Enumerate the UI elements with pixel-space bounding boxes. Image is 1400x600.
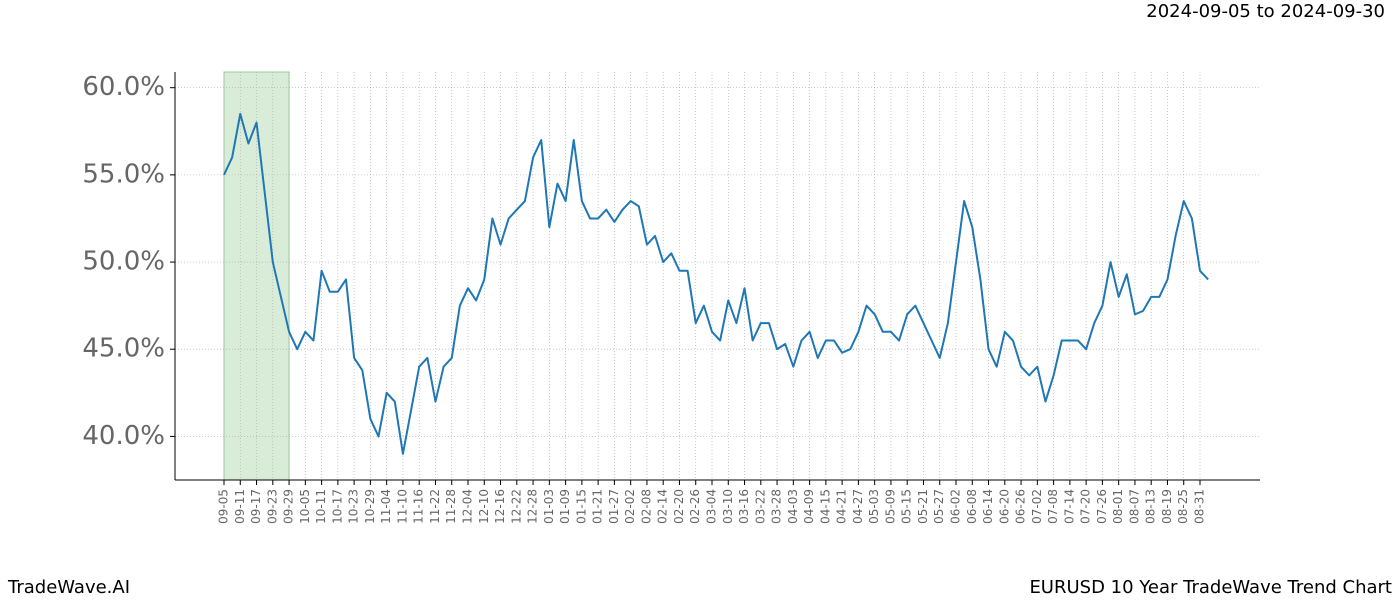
x-tick-label: 12-16 [493,489,507,524]
x-tick-label: 04-03 [786,489,800,524]
x-tick-label: 10-17 [330,489,344,524]
x-tick-label: 03-10 [721,489,735,524]
x-tick-label: 10-05 [298,489,312,524]
x-tick-label: 01-15 [574,489,588,524]
x-tick-label: 07-14 [1062,489,1076,524]
x-tick-label: 08-01 [1111,489,1125,524]
x-tick-label: 05-21 [916,489,930,524]
x-tick-label: 12-04 [461,489,475,524]
x-tick-label: 04-21 [835,489,849,524]
x-tick-label: 07-20 [1079,489,1093,524]
x-tick-label: 04-15 [818,489,832,524]
x-tick-label: 08-07 [1127,489,1141,524]
x-tick-label: 08-13 [1144,489,1158,524]
x-tick-label: 11-16 [412,489,426,524]
x-tick-label: 06-08 [965,489,979,524]
x-tick-label: 10-11 [314,489,328,524]
x-tick-label: 05-15 [900,489,914,524]
x-tick-label: 06-14 [981,489,995,524]
x-tick-label: 07-08 [1046,489,1060,524]
y-tick-label: 40.0% [82,421,165,451]
x-tick-label: 12-10 [477,489,491,524]
x-tick-label: 06-26 [1014,489,1028,524]
x-tick-label: 01-09 [558,489,572,524]
x-tick-label: 09-05 [217,489,231,524]
x-tick-label: 11-28 [444,489,458,524]
x-tick-label: 09-17 [249,489,263,524]
x-tick-label: 12-22 [509,489,523,524]
y-tick-label: 45.0% [82,334,165,364]
y-tick-label: 55.0% [82,159,165,189]
x-tick-label: 08-31 [1193,489,1207,524]
footer-left: TradeWave.AI [7,577,130,598]
x-tick-label: 09-11 [233,489,247,524]
x-tick-label: 03-04 [705,489,719,524]
x-tick-label: 10-29 [363,489,377,524]
x-tick-label: 01-03 [542,489,556,524]
x-tick-label: 01-27 [607,489,621,524]
x-tick-label: 04-09 [802,489,816,524]
x-tick-label: 05-03 [867,489,881,524]
chart-title: 2024-09-05 to 2024-09-30 [1146,1,1385,22]
x-tick-label: 03-16 [737,489,751,524]
series-line [223,112,1209,455]
y-tick-label: 60.0% [82,72,165,102]
x-tick-label: 07-26 [1095,489,1109,524]
x-tick-label: 09-29 [282,489,296,524]
x-tick-label: 05-27 [932,489,946,524]
x-tick-label: 03-22 [753,489,767,524]
x-tick-label: 06-20 [997,489,1011,524]
x-tick-label: 05-09 [883,489,897,524]
x-tick-label: 02-08 [639,489,653,524]
x-tick-label: 04-27 [851,489,865,524]
x-tick-label: 07-02 [1030,489,1044,524]
x-tick-label: 08-25 [1176,489,1190,524]
x-tick-label: 02-14 [656,489,670,524]
x-tick-label: 09-23 [265,489,279,524]
x-tick-label: 11-10 [395,489,409,524]
x-tick-label: 11-04 [379,489,393,524]
footer-right: EURUSD 10 Year TradeWave Trend Chart [1029,577,1392,598]
y-tick-label: 50.0% [82,247,165,277]
x-tick-label: 03-28 [770,489,784,524]
x-tick-label: 10-23 [347,489,361,524]
x-tick-label: 01-21 [591,489,605,524]
x-tick-label: 02-26 [688,489,702,524]
x-tick-label: 11-22 [428,489,442,524]
x-tick-label: 02-02 [623,489,637,524]
x-tick-label: 08-19 [1160,489,1174,524]
x-tick-label: 06-02 [949,489,963,524]
x-tick-label: 12-28 [526,489,540,524]
x-tick-label: 02-20 [672,489,686,524]
